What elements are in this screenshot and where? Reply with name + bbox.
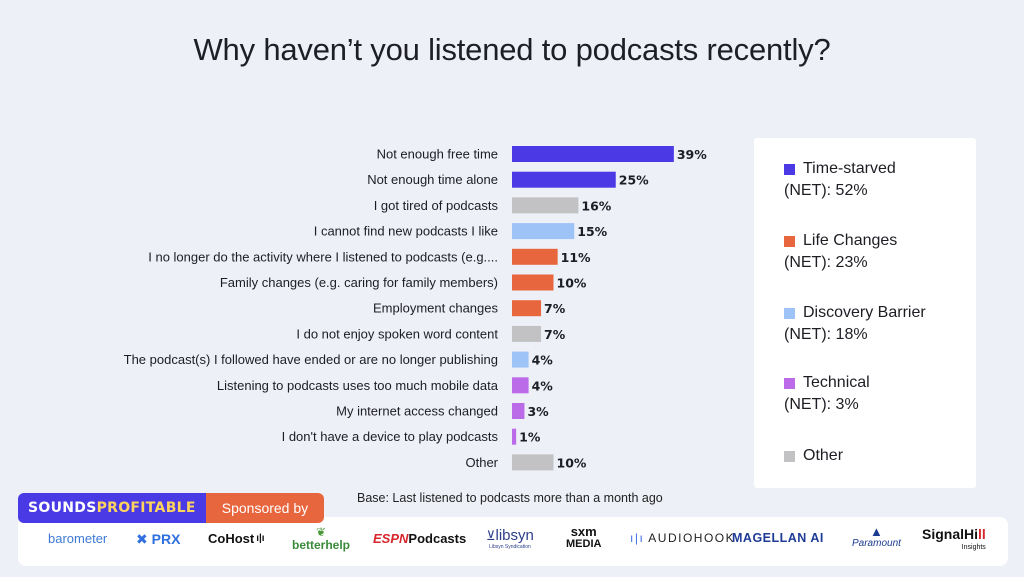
cohost-mark: ı|ı: [256, 533, 265, 544]
legend-label: Other: [803, 447, 844, 464]
bar: [512, 300, 542, 317]
legend-item-technical: Technical (NET): 3%: [784, 372, 870, 416]
value-label: 25%: [619, 173, 649, 188]
legend-swatch: [784, 163, 795, 175]
barometer-logo: barometer: [48, 531, 108, 546]
libsyn-logo: ⊻libsyn Libsyn Syndication: [486, 527, 534, 550]
value-label: 1%: [519, 430, 541, 445]
signal-bar-mark: ll: [978, 526, 986, 542]
legend-label: Technical: [803, 374, 870, 391]
legend-label: Discovery Barrier: [803, 304, 926, 321]
paramount-logo: ▲ Paramount: [852, 524, 901, 549]
value-label: 3%: [527, 404, 549, 419]
legend-swatch: [784, 377, 795, 389]
base-note: Base: Last listened to podcasts more tha…: [357, 491, 663, 505]
audiohook-mark: ı|ı: [630, 531, 645, 545]
bar: [512, 274, 554, 291]
legend-net: (NET): 3%: [784, 396, 859, 413]
bar: [512, 454, 554, 471]
bar: [512, 325, 542, 342]
legend-swatch: [784, 450, 795, 462]
legend-net: (NET): 18%: [784, 326, 868, 343]
cohost-logo: CoHost ı|ı: [208, 531, 265, 546]
value-label: 7%: [544, 327, 566, 342]
legend-swatch: [784, 307, 795, 319]
libsyn-mark: ⊻: [486, 528, 496, 543]
legend-item-discovery-barrier: Discovery Barrier (NET): 18%: [784, 302, 926, 346]
bar: [512, 377, 529, 394]
bar: [512, 403, 525, 419]
bar: [512, 171, 616, 188]
category-label: Listening to podcasts uses too much mobi…: [217, 378, 499, 393]
legend-net: (NET): 23%: [784, 254, 868, 271]
legend-net: (NET): 52%: [784, 182, 868, 199]
legend-item-time-starved: Time-starved (NET): 52%: [784, 158, 896, 202]
leaf-icon: ❦: [315, 525, 327, 539]
sounds-profitable-logo: SOUNDS PROFITABLE: [18, 493, 206, 523]
sponsored-by-label: Sponsored by: [205, 493, 325, 523]
mountain-icon: ▲: [870, 524, 883, 539]
sponsor-bar: barometer ✖ PRX CoHost ı|ı ❦ betterhelp ES…: [18, 517, 1008, 566]
category-label: Employment changes: [373, 301, 499, 316]
category-label: Not enough free time: [377, 147, 498, 162]
value-label: 7%: [544, 301, 566, 316]
value-label: 39%: [677, 147, 707, 162]
category-label: Other: [465, 455, 498, 470]
category-label: I do not enjoy spoken word content: [296, 326, 498, 341]
bar: [512, 197, 579, 214]
betterhelp-logo: ❦ betterhelp: [292, 525, 351, 552]
sxm-media-logo: sxm MEDIA: [566, 524, 602, 550]
legend-swatch: [784, 235, 795, 247]
bar: [512, 146, 674, 162]
bar: [512, 351, 529, 368]
prx-logo: ✖ PRX: [136, 531, 181, 547]
value-label: 16%: [581, 198, 611, 213]
category-label: Not enough time alone: [367, 172, 498, 187]
legend-label: Time-starved: [803, 160, 896, 177]
legend-label: Life Changes: [803, 232, 898, 249]
legend: Time-starved (NET): 52% Life Changes (NE…: [754, 138, 976, 488]
category-label: I don't have a device to play podcasts: [282, 429, 499, 444]
bar: [512, 428, 517, 445]
bar: [512, 223, 575, 240]
category-label: Family changes (e.g. caring for family m…: [220, 275, 498, 290]
category-label: The podcast(s) I followed have ended or …: [124, 352, 498, 367]
value-label: 10%: [557, 276, 587, 291]
espn-podcasts-logo: ESPN Podcasts: [373, 531, 467, 546]
category-label: I no longer do the activity where I list…: [148, 249, 498, 264]
sounds-profitable-badge: SOUNDS PROFITABLE Sponsored by: [18, 493, 325, 523]
audiohook-logo: ı|ı AUDIOHOOK: [630, 531, 736, 545]
chart-title: Why haven’t you listened to podcasts rec…: [193, 32, 831, 67]
value-label: 4%: [532, 353, 554, 368]
signal-hill-logo: SignalHill Insights: [922, 526, 986, 551]
category-label: I got tired of podcasts: [374, 198, 499, 213]
bar-chart: Not enough free time 39% Not enough time a…: [124, 146, 707, 471]
legend-item-life-changes: Life Changes (NET): 23%: [784, 230, 897, 274]
value-label: 15%: [577, 224, 607, 239]
bar: [512, 248, 558, 265]
category-label: I cannot find new podcasts I like: [314, 224, 498, 239]
value-label: 4%: [532, 378, 554, 393]
value-label: 11%: [561, 250, 591, 265]
category-label: My internet access changed: [336, 404, 498, 419]
legend-item-other: Other: [784, 445, 843, 467]
magellan-ai-logo: MAGELLAN AI: [732, 531, 824, 545]
value-label: 10%: [557, 455, 587, 470]
